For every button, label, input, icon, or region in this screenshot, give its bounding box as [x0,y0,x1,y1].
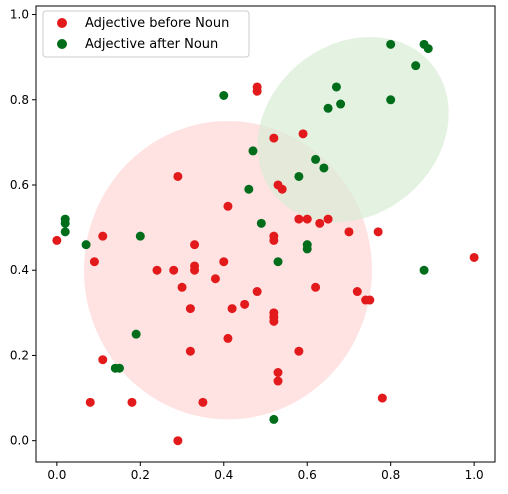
point-before-noun [177,282,187,292]
point-before-noun [311,282,321,292]
point-before-noun [219,257,229,267]
x-tick-label: 1.0 [465,468,484,482]
point-before-noun [269,235,279,245]
point-before-noun [269,316,279,326]
y-tick-label: 1.0 [10,8,29,22]
point-after-noun [411,61,421,71]
point-before-noun [352,287,362,297]
point-before-noun [210,274,220,284]
x-tick-label: 0.8 [381,468,400,482]
point-before-noun [173,436,183,446]
point-after-noun [273,257,283,267]
plot-frame [35,5,496,463]
point-before-noun [277,184,287,194]
point-after-noun [244,184,254,194]
point-before-noun [252,86,262,96]
point-after-noun [331,82,341,92]
cluster-regions [83,36,449,420]
point-before-noun [85,397,95,407]
region-after-noun [257,36,449,223]
point-after-noun [423,44,433,54]
point-before-noun [52,235,62,245]
y-tick-label: 0.0 [10,434,29,448]
point-before-noun [152,265,162,275]
point-before-noun [252,287,262,297]
legend-label-after: Adjective after Noun [85,37,218,52]
point-before-noun [185,304,195,314]
point-before-noun [198,397,208,407]
point-before-noun [98,231,108,241]
x-tick-label: 0.0 [47,468,66,482]
point-before-noun [273,368,283,378]
point-before-noun [185,346,195,356]
point-before-noun [344,227,354,237]
point-after-noun [311,154,321,164]
point-after-noun [81,240,91,250]
y-tick-label: 0.6 [10,178,29,192]
point-after-noun [336,99,346,109]
point-before-noun [127,397,137,407]
point-after-noun [60,218,70,228]
point-after-noun [219,90,229,100]
point-before-noun [373,227,383,237]
point-before-noun [190,240,200,250]
point-after-noun [131,329,141,339]
point-after-noun [60,227,70,237]
point-before-noun [89,257,99,267]
point-after-noun [386,39,396,49]
point-after-noun [248,146,258,156]
point-before-noun [98,355,108,365]
point-after-noun [319,163,329,173]
x-tick-label: 0.2 [131,468,150,482]
legend-marker-before [57,18,67,28]
point-before-noun [227,304,237,314]
y-tick-label: 0.4 [10,263,29,277]
x-tick-label: 0.6 [298,468,317,482]
legend-marker-after [57,39,67,49]
y-tick-label: 0.2 [10,348,29,362]
point-before-noun [269,308,279,318]
legend-box [42,10,250,58]
point-before-noun [169,265,179,275]
point-before-noun [190,265,200,275]
point-before-noun [273,376,283,386]
point-before-noun [365,295,375,305]
point-before-noun [298,129,308,139]
x-tick-label: 0.4 [214,468,233,482]
point-before-noun [315,218,325,228]
point-before-noun [223,201,233,211]
data-points [52,39,479,446]
point-after-noun [114,363,124,373]
point-after-noun [323,103,333,113]
point-before-noun [377,393,387,403]
point-after-noun [135,231,145,241]
point-before-noun [294,346,304,356]
point-before-noun [302,214,312,224]
y-tick-label: 0.8 [10,93,29,107]
point-after-noun [419,265,429,275]
legend: Adjective before Noun Adjective after No… [42,10,250,58]
point-before-noun [294,214,304,224]
point-after-noun [269,414,279,424]
point-after-noun [294,171,304,181]
point-after-noun [256,218,266,228]
legend-label-before: Adjective before Noun [85,16,229,31]
point-after-noun [386,95,396,105]
point-before-noun [173,171,183,181]
point-before-noun [240,299,250,309]
x-axis: 0.0 0.2 0.4 0.6 0.8 1.0 [47,462,484,482]
point-before-noun [269,133,279,143]
y-axis: 0.0 0.2 0.4 0.6 0.8 1.0 [10,8,36,448]
point-before-noun [223,333,233,343]
point-before-noun [469,252,479,262]
point-before-noun [323,214,333,224]
point-after-noun [302,240,312,250]
